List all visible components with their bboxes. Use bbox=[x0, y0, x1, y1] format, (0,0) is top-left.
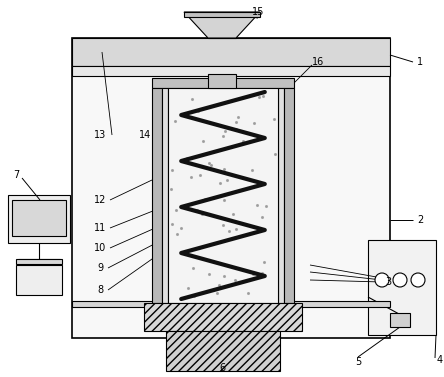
Point bbox=[233, 120, 240, 126]
Point bbox=[206, 271, 213, 277]
Point bbox=[216, 180, 223, 186]
Text: 15: 15 bbox=[252, 7, 264, 17]
Point bbox=[188, 96, 195, 102]
Bar bbox=[16, 259, 62, 264]
Text: 6: 6 bbox=[219, 363, 225, 373]
Bar bbox=[72, 66, 390, 76]
Point bbox=[194, 108, 201, 114]
Bar bbox=[166, 331, 280, 371]
Point bbox=[231, 277, 238, 283]
Text: 1: 1 bbox=[417, 57, 423, 67]
Point bbox=[224, 178, 231, 184]
Point bbox=[248, 167, 255, 173]
Text: 13: 13 bbox=[94, 130, 106, 140]
Point bbox=[171, 118, 178, 124]
Bar bbox=[368, 240, 436, 335]
Circle shape bbox=[375, 273, 389, 287]
Point bbox=[258, 270, 265, 276]
Point bbox=[190, 265, 197, 271]
Text: 14: 14 bbox=[139, 130, 151, 140]
Point bbox=[219, 222, 226, 228]
Point bbox=[234, 114, 241, 120]
Point bbox=[250, 120, 258, 126]
Point bbox=[169, 167, 176, 173]
Text: 10: 10 bbox=[94, 243, 106, 253]
Point bbox=[187, 174, 194, 180]
Point bbox=[183, 155, 190, 161]
Bar bbox=[284, 88, 294, 303]
Point bbox=[270, 115, 278, 121]
Point bbox=[168, 186, 175, 192]
Point bbox=[199, 138, 206, 144]
Point bbox=[174, 231, 181, 237]
Bar bbox=[72, 38, 390, 66]
Point bbox=[201, 196, 208, 202]
Point bbox=[250, 271, 257, 277]
Point bbox=[263, 204, 270, 210]
Point bbox=[195, 245, 202, 251]
Circle shape bbox=[393, 273, 407, 287]
Point bbox=[184, 285, 191, 291]
Bar bbox=[152, 88, 162, 303]
Point bbox=[168, 221, 175, 227]
Text: 4: 4 bbox=[437, 355, 443, 365]
Point bbox=[214, 290, 221, 296]
Bar bbox=[152, 78, 294, 88]
Text: 9: 9 bbox=[97, 263, 103, 273]
Point bbox=[221, 166, 228, 172]
Point bbox=[177, 225, 184, 231]
Point bbox=[232, 226, 239, 232]
Text: 8: 8 bbox=[97, 285, 103, 295]
Point bbox=[220, 198, 227, 204]
Circle shape bbox=[411, 273, 425, 287]
Bar bbox=[12, 200, 66, 236]
Point bbox=[271, 151, 278, 157]
Point bbox=[208, 162, 215, 168]
Point bbox=[216, 282, 223, 288]
Bar bbox=[16, 265, 62, 295]
Point bbox=[205, 160, 212, 166]
Point bbox=[221, 128, 228, 134]
Bar bbox=[72, 301, 390, 307]
Bar bbox=[212, 76, 232, 78]
Point bbox=[193, 207, 200, 213]
Bar bbox=[184, 12, 260, 17]
Text: 16: 16 bbox=[312, 57, 324, 67]
Bar bbox=[72, 38, 390, 338]
Point bbox=[253, 229, 260, 235]
Point bbox=[259, 93, 266, 99]
Point bbox=[196, 172, 203, 178]
Point bbox=[230, 211, 237, 218]
Bar bbox=[390, 313, 410, 327]
Point bbox=[220, 133, 227, 139]
Point bbox=[245, 290, 252, 296]
Point bbox=[258, 215, 266, 221]
Text: 5: 5 bbox=[355, 357, 361, 367]
Polygon shape bbox=[184, 12, 260, 38]
Bar bbox=[278, 88, 284, 303]
Bar bbox=[144, 303, 302, 331]
Point bbox=[233, 126, 240, 132]
Point bbox=[261, 259, 268, 265]
Point bbox=[225, 228, 232, 234]
Point bbox=[256, 94, 263, 100]
Text: 11: 11 bbox=[94, 223, 106, 233]
Point bbox=[239, 138, 246, 144]
Point bbox=[254, 202, 261, 208]
Bar bbox=[162, 88, 168, 303]
Text: 2: 2 bbox=[417, 215, 423, 225]
Bar bbox=[208, 74, 236, 88]
Point bbox=[172, 207, 179, 213]
Text: 12: 12 bbox=[94, 195, 106, 205]
Bar bbox=[8, 195, 70, 243]
Text: 3: 3 bbox=[385, 277, 391, 287]
Point bbox=[198, 211, 206, 217]
Point bbox=[221, 273, 228, 279]
Point bbox=[191, 293, 198, 299]
Text: 7: 7 bbox=[13, 170, 19, 180]
Bar bbox=[168, 88, 278, 303]
